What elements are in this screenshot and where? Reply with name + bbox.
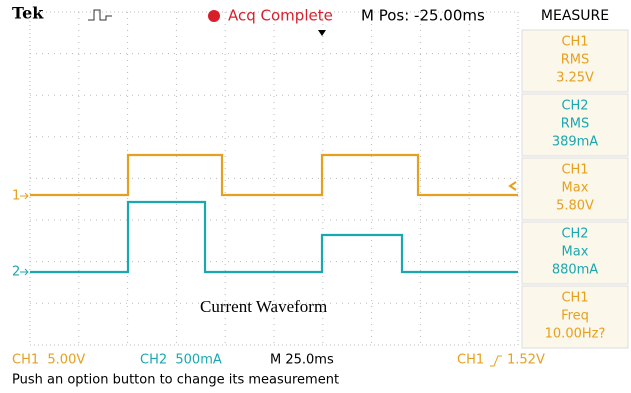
measure-value: 880mA xyxy=(552,263,598,278)
trigger-level: 1.52V xyxy=(507,353,545,368)
brand: Tek xyxy=(12,4,44,23)
measure-source: CH2 xyxy=(561,227,588,242)
measure-type: RMS xyxy=(561,53,590,68)
annotation: Current Waveform xyxy=(200,297,327,316)
ch2-scale: CH2 500mA xyxy=(140,353,222,368)
measure-type: RMS xyxy=(561,117,590,132)
measure-value: 5.80V xyxy=(556,199,594,214)
ch1-marker: 1 xyxy=(12,189,20,204)
measure-value: 389mA xyxy=(552,135,598,150)
message: Push an option button to change its meas… xyxy=(12,373,339,388)
status-dot xyxy=(208,10,220,22)
measure-type: Max xyxy=(562,245,589,260)
menu-title: MEASURE xyxy=(541,8,609,24)
oscilloscope-screen: 1 2 Tek Acq Complete M Pos: -25.00ms MEA… xyxy=(0,0,631,393)
timebase: M 25.0ms xyxy=(270,353,334,368)
measure-type: Freq xyxy=(561,309,589,324)
measure-source: CH2 xyxy=(561,99,588,114)
trigger-source: CH1 xyxy=(457,353,484,368)
measure-source: CH1 xyxy=(561,291,588,306)
measure-source: CH1 xyxy=(561,163,588,178)
measure-panel: CH1 RMS 3.25V CH2 RMS 389mA CH1 Max 5.80V CH2 Max 8… xyxy=(522,30,628,348)
measure-type: Max xyxy=(562,181,589,196)
measure-value: 10.00Hz? xyxy=(545,327,606,342)
status: Acq Complete xyxy=(228,7,333,25)
measure-source: CH1 xyxy=(561,35,588,50)
position: M Pos: -25.00ms xyxy=(361,7,485,25)
ch2-marker: 2 xyxy=(12,265,20,280)
measure-value: 3.25V xyxy=(556,71,594,86)
ch1-scale: CH1 5.00V xyxy=(12,353,85,368)
